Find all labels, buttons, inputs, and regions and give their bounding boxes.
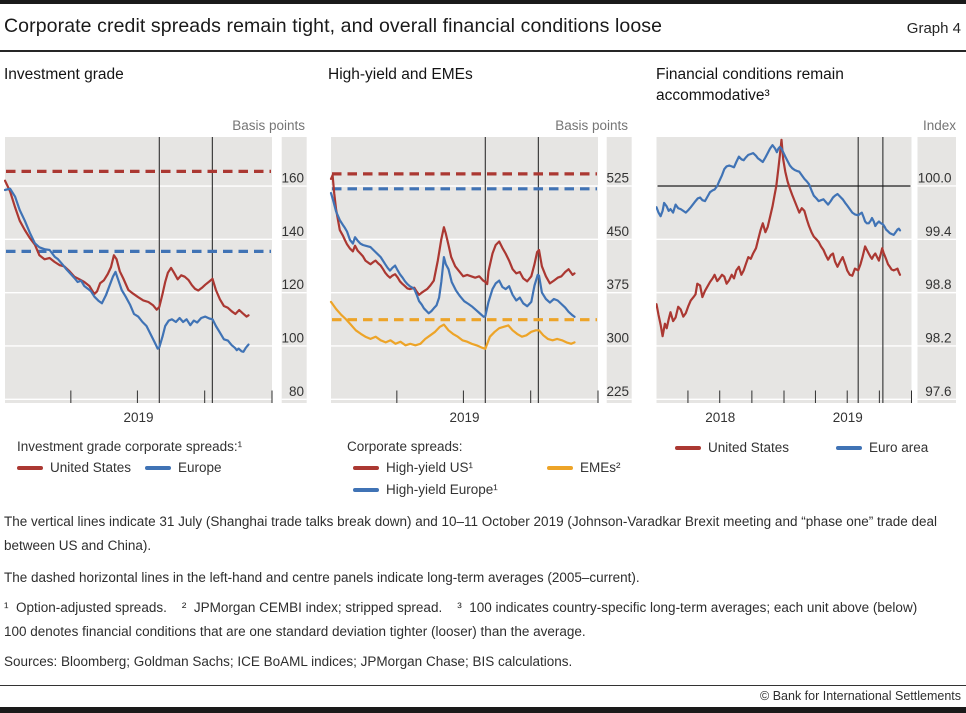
y-tick-label: 99.4 [925,224,952,239]
panel-high-yield-emes: High-yield and EMEs Basis points 525 450 3… [328,64,633,501]
legend-heading: Corporate spreads: [347,439,463,454]
y-tick-label: 120 [281,277,304,292]
page-title: Corporate credit spreads remain tight, a… [4,15,663,37]
legend-investment-grade: Investment grade corporate spreads:¹ Uni… [4,437,310,479]
x-year-label: 2018 [705,410,735,425]
legend-swatch-orange [547,466,573,470]
y-tick-label: 300 [606,330,629,345]
footnote-dashed-lines: The dashed horizontal lines in the left-… [4,570,640,585]
series-united-states [4,179,250,318]
chart-high-yield-emes: 525 450 375 300 225 2019 [329,137,632,425]
footnote-sources: Sources: Bloomberg; Goldman Sachs; ICE B… [4,654,573,669]
title-divider [0,50,966,52]
y-tick-label: 525 [606,170,629,185]
y-tick-label: 100 [281,330,304,345]
legend-row: United States Euro area [656,437,961,459]
legend-item-euro-area: Euro area [836,437,928,459]
legend-item-united-states: United States [17,457,145,479]
chart-investment-grade: 160 140 120 100 80 2019 [4,137,307,425]
legend-row: United States Europe [4,457,310,479]
legend-swatch-red [17,466,43,470]
legend-label: EMEs² [580,460,621,475]
legend-high-yield-emes: Corporate spreads: High-yield US¹ EMEs² … [328,437,633,501]
legend-label: United States [50,460,132,475]
chart-financial-conditions: 100.0 99.4 98.8 98.2 97.6 2018 2019 [656,137,956,425]
y-tick-label: 80 [289,384,304,399]
panel-financial-conditions: Financial conditions remain accommodativ… [656,64,961,459]
y-axis-unit-label: Basis points [555,118,628,133]
series-emes [329,300,576,350]
legend-swatch-red [353,466,379,470]
x-year-label: 2019 [123,410,153,425]
y-axis-unit-label: Basis points [232,118,305,133]
legend-row: High-yield Europe¹ [328,479,633,501]
y-tick-label: 100.0 [918,170,952,185]
top-rule-bar [0,0,966,4]
legend-label: United States [708,440,790,455]
panel-title: Financial conditions remain accommodativ… [656,66,844,104]
legend-heading: Investment grade corporate spreads:¹ [17,439,243,454]
y-tick-label: 225 [606,384,629,399]
panel-title: High-yield and EMEs [328,66,473,83]
y-tick-label: 97.6 [925,384,951,399]
y-axis-unit-label: Index [922,118,956,133]
y-tick-label: 450 [606,224,629,239]
series-high-yield-us [329,174,576,296]
legend-swatch-blue [836,446,862,450]
copyright-notice: © Bank for International Settlements [760,689,961,703]
footnote-vertical-lines: The vertical lines indicate 31 July (Sha… [4,514,941,553]
legend-row: High-yield US¹ EMEs² [328,457,633,479]
legend-label: Euro area [869,440,929,455]
footer-divider [0,685,966,686]
series-europe [4,187,250,353]
legend-swatch-red [675,446,701,450]
y-tick-label: 140 [281,224,304,239]
y-tick-label: 98.8 [925,277,951,292]
y-tick-label: 160 [281,171,304,186]
x-year-label: 2019 [833,410,863,425]
series-high-yield-europe [329,191,576,318]
legend-label: Europe [178,460,222,475]
panel-title: Investment grade [4,66,124,83]
legend-item-united-states: United States [675,437,836,459]
panel-investment-grade: Investment grade Basis points 160 140 120 1… [4,64,310,479]
legend-swatch-blue [353,488,379,492]
legend-financial-conditions: United States Euro area [656,437,961,459]
legend-item-europe: Europe [145,457,222,479]
x-year-label: 2019 [449,410,479,425]
legend-label: High-yield Europe¹ [386,482,498,497]
footnote-numbered: ¹ Option-adjusted spreads. ² JPMorgan CE… [4,600,921,639]
legend-swatch-blue [145,466,171,470]
legend-item-high-yield-us: High-yield US¹ [353,457,547,479]
bottom-rule-bar [0,707,966,713]
y-tick-label: 98.2 [925,330,951,345]
graph-number-label: Graph 4 [906,20,961,37]
legend-item-high-yield-europe: High-yield Europe¹ [353,479,547,501]
series-euro-area [656,144,902,237]
y-tick-label: 375 [606,277,629,292]
legend-label: High-yield US¹ [386,460,474,475]
legend-item-emes: EMEs² [547,457,621,479]
